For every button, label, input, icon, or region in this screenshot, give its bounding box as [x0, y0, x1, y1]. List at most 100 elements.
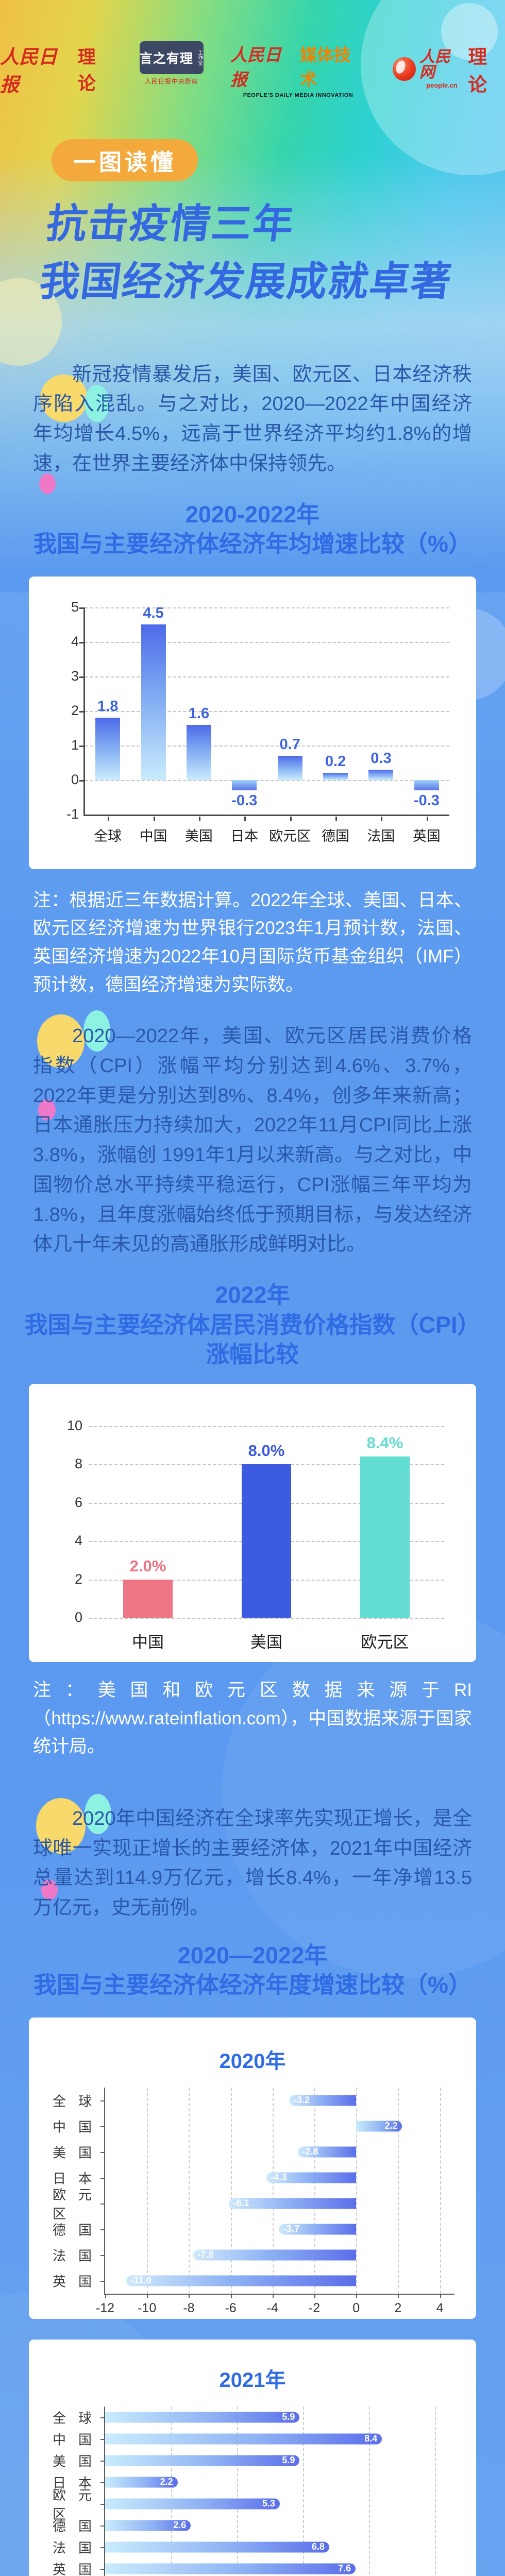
x-tick-label: 2	[394, 2300, 402, 2315]
bar-value-德国: 2.6	[173, 2520, 187, 2531]
bar-value-英国: -0.3	[413, 792, 440, 809]
row-欧元区: 欧元区 5.3	[53, 2487, 454, 2522]
x-axis-tick	[189, 2293, 190, 2298]
gridline-y-2	[85, 710, 449, 712]
y-tick-label: 2	[74, 1571, 82, 1587]
gridline-x-4	[440, 2087, 441, 2294]
bar-中国	[141, 624, 166, 780]
central-kitchen-caption: 人民日报中央厨房	[144, 78, 198, 85]
y-axis-tick	[79, 745, 83, 747]
y-tick-label: 0	[74, 1609, 82, 1625]
chart-avg-growth: 5 4 3 2 1 0 -1 1.8 全球 4.5 中国 1.6 美国 -0.3 日本 0.7 欧元区 0.2 德国…	[66, 599, 449, 844]
category-label-欧元区: 欧元区	[53, 2187, 92, 2222]
bubble-swirl-1	[222, 1607, 505, 1978]
bar-美国	[186, 724, 211, 780]
category-label-德国: 德国	[53, 2222, 92, 2238]
x-axis-tick	[398, 2293, 399, 2298]
gridline-y-3	[85, 676, 449, 677]
cpi-2022-plot-area: 10 8 6 4 2 0 2.0% 中国 8.0% 美国 8.4% 欧元区	[67, 1418, 444, 1651]
bar-德国	[323, 773, 348, 780]
bar-日本: -4.3	[266, 2172, 357, 2183]
row-全球: 全球 5.9	[53, 2406, 454, 2428]
media-tech-label: 媒体技术	[300, 45, 351, 89]
category-label-欧元区: 欧元区	[361, 1633, 409, 1651]
gridline-x-10	[434, 2406, 436, 2576]
bar-value-法国: 0.3	[371, 750, 392, 767]
bar-value-全球: -3.2	[294, 2095, 310, 2106]
y-tick-label: 10	[66, 1417, 82, 1433]
category-label-欧元区: 欧元区	[269, 828, 311, 844]
logo-people-daily-theory: 人民日报 理论	[0, 41, 113, 97]
row-中国: 中国 2.2	[53, 2113, 454, 2139]
y-axis-tick	[79, 641, 83, 643]
y-tick-label: 5	[71, 599, 79, 615]
bar-欧元区: -6.1	[228, 2198, 357, 2209]
bar-德国: -3.7	[278, 2224, 357, 2235]
paragraph-cpi-text: 2020—2022年，美国、欧元区居民消费价格指数（CPI）涨幅平均分别达到4.…	[33, 1025, 472, 1256]
header-gradient-background	[0, 0, 505, 592]
category-label-英国: 英国	[53, 2562, 92, 2576]
row-德国: 德国 -3.7	[53, 2216, 454, 2242]
chart-2020: -12 -10 -8 -6 -4 -2 0 2 4 全球 -3.2 中国 2.2 美国 -2.8 日本 -4.3…	[50, 2087, 454, 2315]
y-tick-label: 6	[74, 1494, 82, 1510]
chart-cpi: 10 8 6 4 2 0 2.0% 中国 8.0% 美国 8.4% 欧元区	[67, 1418, 444, 1651]
bar-value-美国: 1.6	[188, 705, 210, 722]
x-axis-tick	[290, 816, 292, 821]
y-axis-tick	[100, 2151, 104, 2153]
section1-title-line2: 我国与主要经济体经济年均增速比较（%）	[33, 531, 472, 557]
y-axis-tick	[100, 2100, 104, 2102]
gridline-x--10	[147, 2087, 148, 2294]
row-英国: 英国 7.6	[53, 2558, 454, 2576]
x-axis-tick	[440, 2293, 441, 2298]
bar-value-中国: 2.2	[384, 2121, 398, 2131]
paragraph-intro: 新冠疫情暴发后，美国、欧元区、日本经济秩序陷入混乱。与之对比，2020—2022…	[33, 360, 472, 494]
category-label-法国: 法国	[367, 828, 395, 844]
row-日本: 日本 -4.3	[53, 2165, 454, 2191]
bar-法国	[368, 769, 394, 780]
section2-title-line2: 我国与主要经济体居民消费价格指数（CPI）	[24, 1311, 481, 1338]
y-tick-label: 4	[74, 1533, 82, 1549]
y-axis-tick	[100, 2177, 104, 2179]
bar-日本: 2.2	[105, 2477, 178, 2488]
paragraph-intro-text: 新冠疫情暴发后，美国、欧元区、日本经济秩序陷入混乱。与之对比，2020—2022…	[33, 363, 472, 474]
x-axis-tick	[335, 816, 338, 821]
y-tick-label: 0	[71, 771, 79, 787]
gridline-x-2	[398, 2087, 399, 2294]
gridline-x-2	[171, 2406, 172, 2576]
category-label-中国: 中国	[53, 2119, 92, 2135]
x-tick-label: 0	[352, 2300, 360, 2315]
x-axis-tick	[244, 816, 246, 821]
bar-欧元区	[277, 755, 302, 780]
card-cpi-chart: 10 8 6 4 2 0 2.0% 中国 8.0% 美国 8.4% 欧元区	[29, 1383, 476, 1662]
x-tick-label: 4	[436, 2300, 444, 2315]
bar-value-日本: 2.2	[160, 2477, 173, 2487]
bar-中国	[123, 1579, 173, 1618]
bar-value-中国: 8.4	[364, 2433, 378, 2444]
x-tick-label: -12	[95, 2300, 115, 2315]
y-axis-tick	[100, 2503, 104, 2505]
main-title: 抗击疫情三年 我国经济发展成就卓著	[36, 195, 505, 311]
gridline-x--8	[189, 2087, 190, 2294]
gridline-x--6	[230, 2087, 232, 2294]
bar-value-中国: 4.5	[143, 605, 164, 622]
bubble-top-right-small	[441, 3, 498, 60]
note-avg-growth: 注：根据近三年数据计算。2022年全球、美国、日本、欧元区经济增速为世界银行20…	[33, 890, 472, 995]
x-axis-tick	[230, 2293, 232, 2298]
y-axis-tick	[100, 2126, 104, 2127]
chart-2021-title: 2021年	[219, 2368, 286, 2392]
bar-英国: -11.0	[126, 2275, 357, 2286]
x-tick-label: -8	[183, 2300, 195, 2315]
category-label-全球: 全球	[94, 828, 122, 844]
y-axis-tick	[100, 2482, 104, 2483]
media-innovation-caption: PEOPLE'S DAILY MEDIA INNOVATION	[243, 92, 354, 98]
bar-value-日本: -0.3	[231, 792, 258, 809]
bar-value-英国: 7.6	[338, 2563, 351, 2574]
note-cpi: 注：美国和欧元区数据来源于RI（https://www.rateinflatio…	[33, 1680, 472, 1757]
bar-value-中国: 2.0%	[129, 1556, 166, 1575]
y-axis-tick	[100, 2255, 104, 2256]
category-label-美国: 美国	[184, 828, 213, 844]
section1-title-line1: 2020-2022年	[185, 501, 320, 528]
gridline-y-0	[85, 779, 449, 781]
category-label-德国: 德国	[322, 828, 350, 844]
section2-title-line1: 2022年	[215, 1282, 290, 1309]
